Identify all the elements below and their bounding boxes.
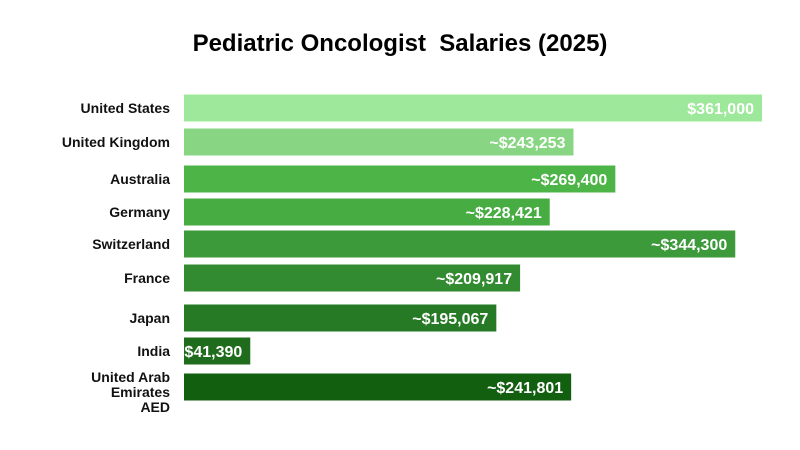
bar-value-label: ~$41,390 [175,344,242,361]
category-label: Japan [130,310,170,326]
bar-value-label: ~$243,253 [489,135,565,152]
category-label: France [124,270,170,286]
bar [184,165,616,193]
category-label: United Kingdom [62,134,170,150]
bar-value-label: ~$209,917 [436,271,512,288]
bar-value-label: ~$228,421 [466,205,542,222]
chart-title: Pediatric Oncologist Salaries (2025) [192,30,608,57]
bar [184,128,574,156]
category-label: Germany [109,204,170,220]
bar-value-label: ~$241,801 [487,380,563,397]
bar [184,304,497,332]
bar [184,230,736,258]
bar [184,337,251,365]
category-label: Switzerland [92,236,170,252]
bar [184,264,521,292]
bar [184,198,550,226]
category-label: United Arab Emirates AED [91,369,170,415]
category-label: India [137,343,170,359]
bar [184,94,762,122]
bar-value-label: ~$195,067 [412,311,488,328]
category-label: United States [81,100,171,116]
bar-value-label: $361,000 [687,101,754,118]
bar [184,373,572,401]
bar-value-label: ~$269,400 [531,172,607,189]
bar-value-label: ~$344,300 [651,237,727,254]
category-label: Australia [110,171,170,187]
